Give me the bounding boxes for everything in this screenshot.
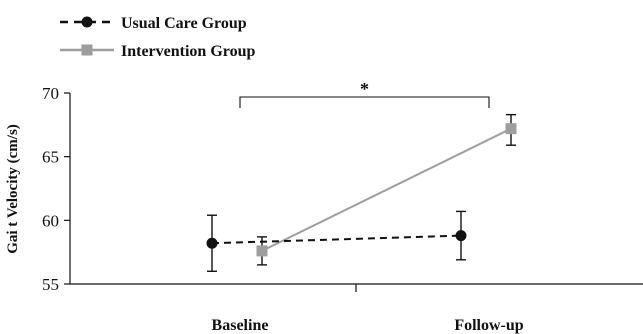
data-point xyxy=(505,123,517,135)
significance-bracket: * xyxy=(239,79,490,108)
bracket-line xyxy=(239,96,490,108)
series-layer xyxy=(206,113,517,272)
y-tick-label: 65 xyxy=(42,148,59,167)
significance-star: * xyxy=(360,79,369,99)
legend-item-intervention: Intervention Group xyxy=(60,43,255,60)
y-tick-label: 60 xyxy=(42,211,59,230)
y-axis-label: Gai t Velocity (cm/s) xyxy=(5,124,21,254)
legend-item-usual-care: Usual Care Group xyxy=(60,15,247,32)
series-line xyxy=(261,127,512,252)
data-point xyxy=(455,230,467,242)
x-ticks: Baseline Follow-up xyxy=(212,317,524,334)
y-tick-label: 55 xyxy=(42,275,59,294)
legend-usual-care-label: Usual Care Group xyxy=(121,15,247,32)
x-tick-label: Baseline xyxy=(212,317,269,334)
y-tick-label: 70 xyxy=(42,84,59,103)
data-point xyxy=(256,245,268,257)
series-intervention xyxy=(256,113,517,266)
legend-usual-care-marker-icon xyxy=(81,16,93,28)
y-ticks: 55 60 65 70 xyxy=(42,84,70,294)
x-tick-label: Follow-up xyxy=(454,317,523,334)
axes: 55 60 65 70 Baseline Follow-up Gai t Velocit… xyxy=(5,84,643,334)
legend-intervention-marker-icon xyxy=(81,44,93,56)
series-line xyxy=(211,234,462,245)
legend-intervention-label: Intervention Group xyxy=(121,43,255,60)
series-usual-care xyxy=(206,210,467,272)
data-point xyxy=(206,237,218,249)
legend: Usual Care Group Intervention Group xyxy=(60,15,255,60)
